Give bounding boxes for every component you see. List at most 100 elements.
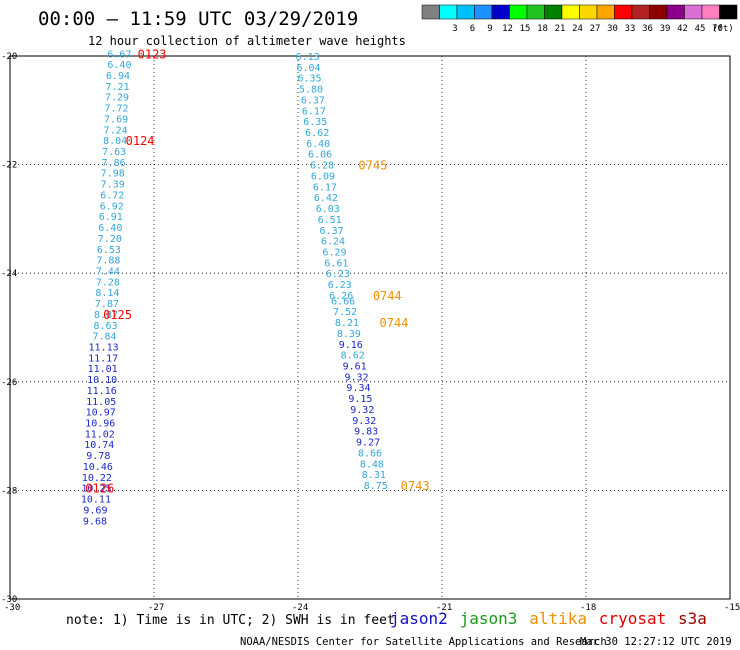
pass-time-label: 0745 [358, 159, 387, 173]
legend-label: 33 [625, 24, 636, 34]
swh-point: 7.98 [101, 169, 125, 180]
satellite-jason3: jason3 [460, 609, 518, 628]
legend-label: 9 [487, 24, 492, 34]
swh-point: 7.39 [101, 180, 125, 191]
legend-label: 30 [607, 24, 618, 34]
swh-point: 6.53 [97, 245, 121, 256]
pass-time-label: 0126 [85, 482, 114, 496]
swh-point: 8.14 [95, 288, 119, 299]
pass-labels: 0123 0124 0125 0126 0745 0744 0744 0743 [85, 47, 429, 495]
swh-point: 9.34 [346, 383, 370, 394]
swh-point: 6.17 [302, 106, 326, 117]
y-tick-label: -24 [1, 269, 17, 279]
legend-label: 21 [555, 24, 566, 34]
swh-point: 8.66 [358, 448, 382, 459]
swh-point: 7.63 [102, 147, 126, 158]
swh-point: 9.32 [345, 372, 369, 383]
swh-point: 6.29 [322, 247, 346, 258]
legend-swatch [719, 4, 738, 20]
swh-point: 10.10 [87, 375, 117, 386]
y-tick-label: -26 [1, 378, 17, 388]
swh-point: 11.17 [88, 353, 118, 364]
pass-time-label: 0125 [103, 308, 132, 322]
swh-point: 7.52 [333, 307, 357, 318]
swh-point: 7.86 [102, 158, 126, 169]
swh-point: 6.37 [320, 226, 344, 237]
data-points: 6.676.406.947.217.297.727.697.248.047.63… [81, 49, 388, 527]
swh-point: 9.15 [348, 394, 372, 405]
swh-point: 7.88 [96, 256, 120, 267]
plot-frame [9, 55, 731, 600]
satellite-s3a: s3a [678, 609, 707, 628]
swh-point: 10.25 [81, 484, 111, 495]
satellite-altika: altika [529, 609, 587, 628]
swh-point: 7.69 [104, 114, 128, 125]
swh-point: 6.23 [326, 269, 350, 280]
swh-point: 8.39 [337, 329, 361, 340]
swh-point: 8.04 [103, 136, 127, 147]
x-tick-label: -21 [436, 603, 452, 613]
legend-swatch [701, 4, 720, 20]
legend-swatch [439, 4, 458, 20]
swh-point: 8.31 [362, 470, 386, 481]
swh-point: 9.68 [83, 516, 107, 527]
legend-swatch [421, 4, 440, 20]
swh-point: 6.23 [328, 280, 352, 291]
swh-point: 9.32 [352, 416, 376, 427]
x-tick-label: -15 [724, 603, 740, 613]
swh-point: 8.75 [364, 481, 388, 492]
swh-point: 8.63 [93, 321, 117, 332]
legend-label: 24 [572, 24, 583, 34]
footer-note: note: 1) Time is in UTC; 2) SWH is in fe… [66, 613, 395, 628]
legend-swatch [579, 4, 598, 20]
legend-label: 36 [642, 24, 653, 34]
swh-point: 10.97 [86, 408, 116, 419]
x-tick-label: -18 [580, 603, 596, 613]
satellite-jason2: jason2 [390, 609, 448, 628]
legend-label: 45 [695, 24, 706, 34]
legend-label: 12 [502, 24, 513, 34]
legend-label: 42 [677, 24, 688, 34]
y-tick-label: -20 [1, 52, 17, 62]
swh-point: 7.72 [105, 104, 129, 115]
swh-point: 11.13 [89, 343, 119, 354]
pass-time-label: 0744 [373, 289, 402, 303]
legend-swatch [456, 4, 475, 20]
swh-point: 9.78 [86, 451, 110, 462]
swh-point: 6.91 [99, 212, 123, 223]
swh-point: 6.37 [301, 95, 325, 106]
swh-point: 9.61 [343, 362, 367, 373]
legend-swatch [666, 4, 685, 20]
legend-label: 6 [470, 24, 475, 34]
legend-swatch [474, 4, 493, 20]
plot-grid [10, 56, 730, 599]
swh-point: 5.80 [299, 85, 323, 96]
swh-point: 6.35 [297, 74, 321, 85]
pass-time-label: 0124 [126, 134, 155, 148]
swh-point: 7.84 [93, 332, 117, 343]
swh-point: 10.74 [84, 440, 114, 451]
swh-point: 10.46 [83, 462, 113, 473]
legend-label: 39 [660, 24, 671, 34]
pass-time-label: 0743 [401, 479, 430, 493]
swh-point: 6.62 [305, 128, 329, 139]
axis-ticks: -30 -27 -24 -21 -18 -15 -20 -22 -24 -26 -28 -30 [1, 52, 740, 613]
swh-point: 8.62 [341, 351, 365, 362]
y-tick-label: -22 [1, 161, 17, 171]
pass-time-label: 0123 [138, 47, 167, 61]
swh-point: 6.40 [107, 60, 131, 71]
swh-point: 9.16 [339, 340, 363, 351]
legend-swatch [561, 4, 580, 20]
swh-point: 6.40 [306, 139, 330, 150]
swh-point: 6.94 [106, 71, 130, 82]
swh-point: 8.48 [360, 459, 384, 470]
swh-point: 11.02 [85, 429, 115, 440]
swh-point: 6.09 [311, 171, 335, 182]
swh-point: 6.51 [318, 215, 342, 226]
satellite-cryosat: cryosat [599, 609, 666, 628]
swh-point: 6.04 [297, 63, 321, 74]
swh-point: 7.20 [98, 234, 122, 245]
swh-point: 8.87 [94, 310, 118, 321]
